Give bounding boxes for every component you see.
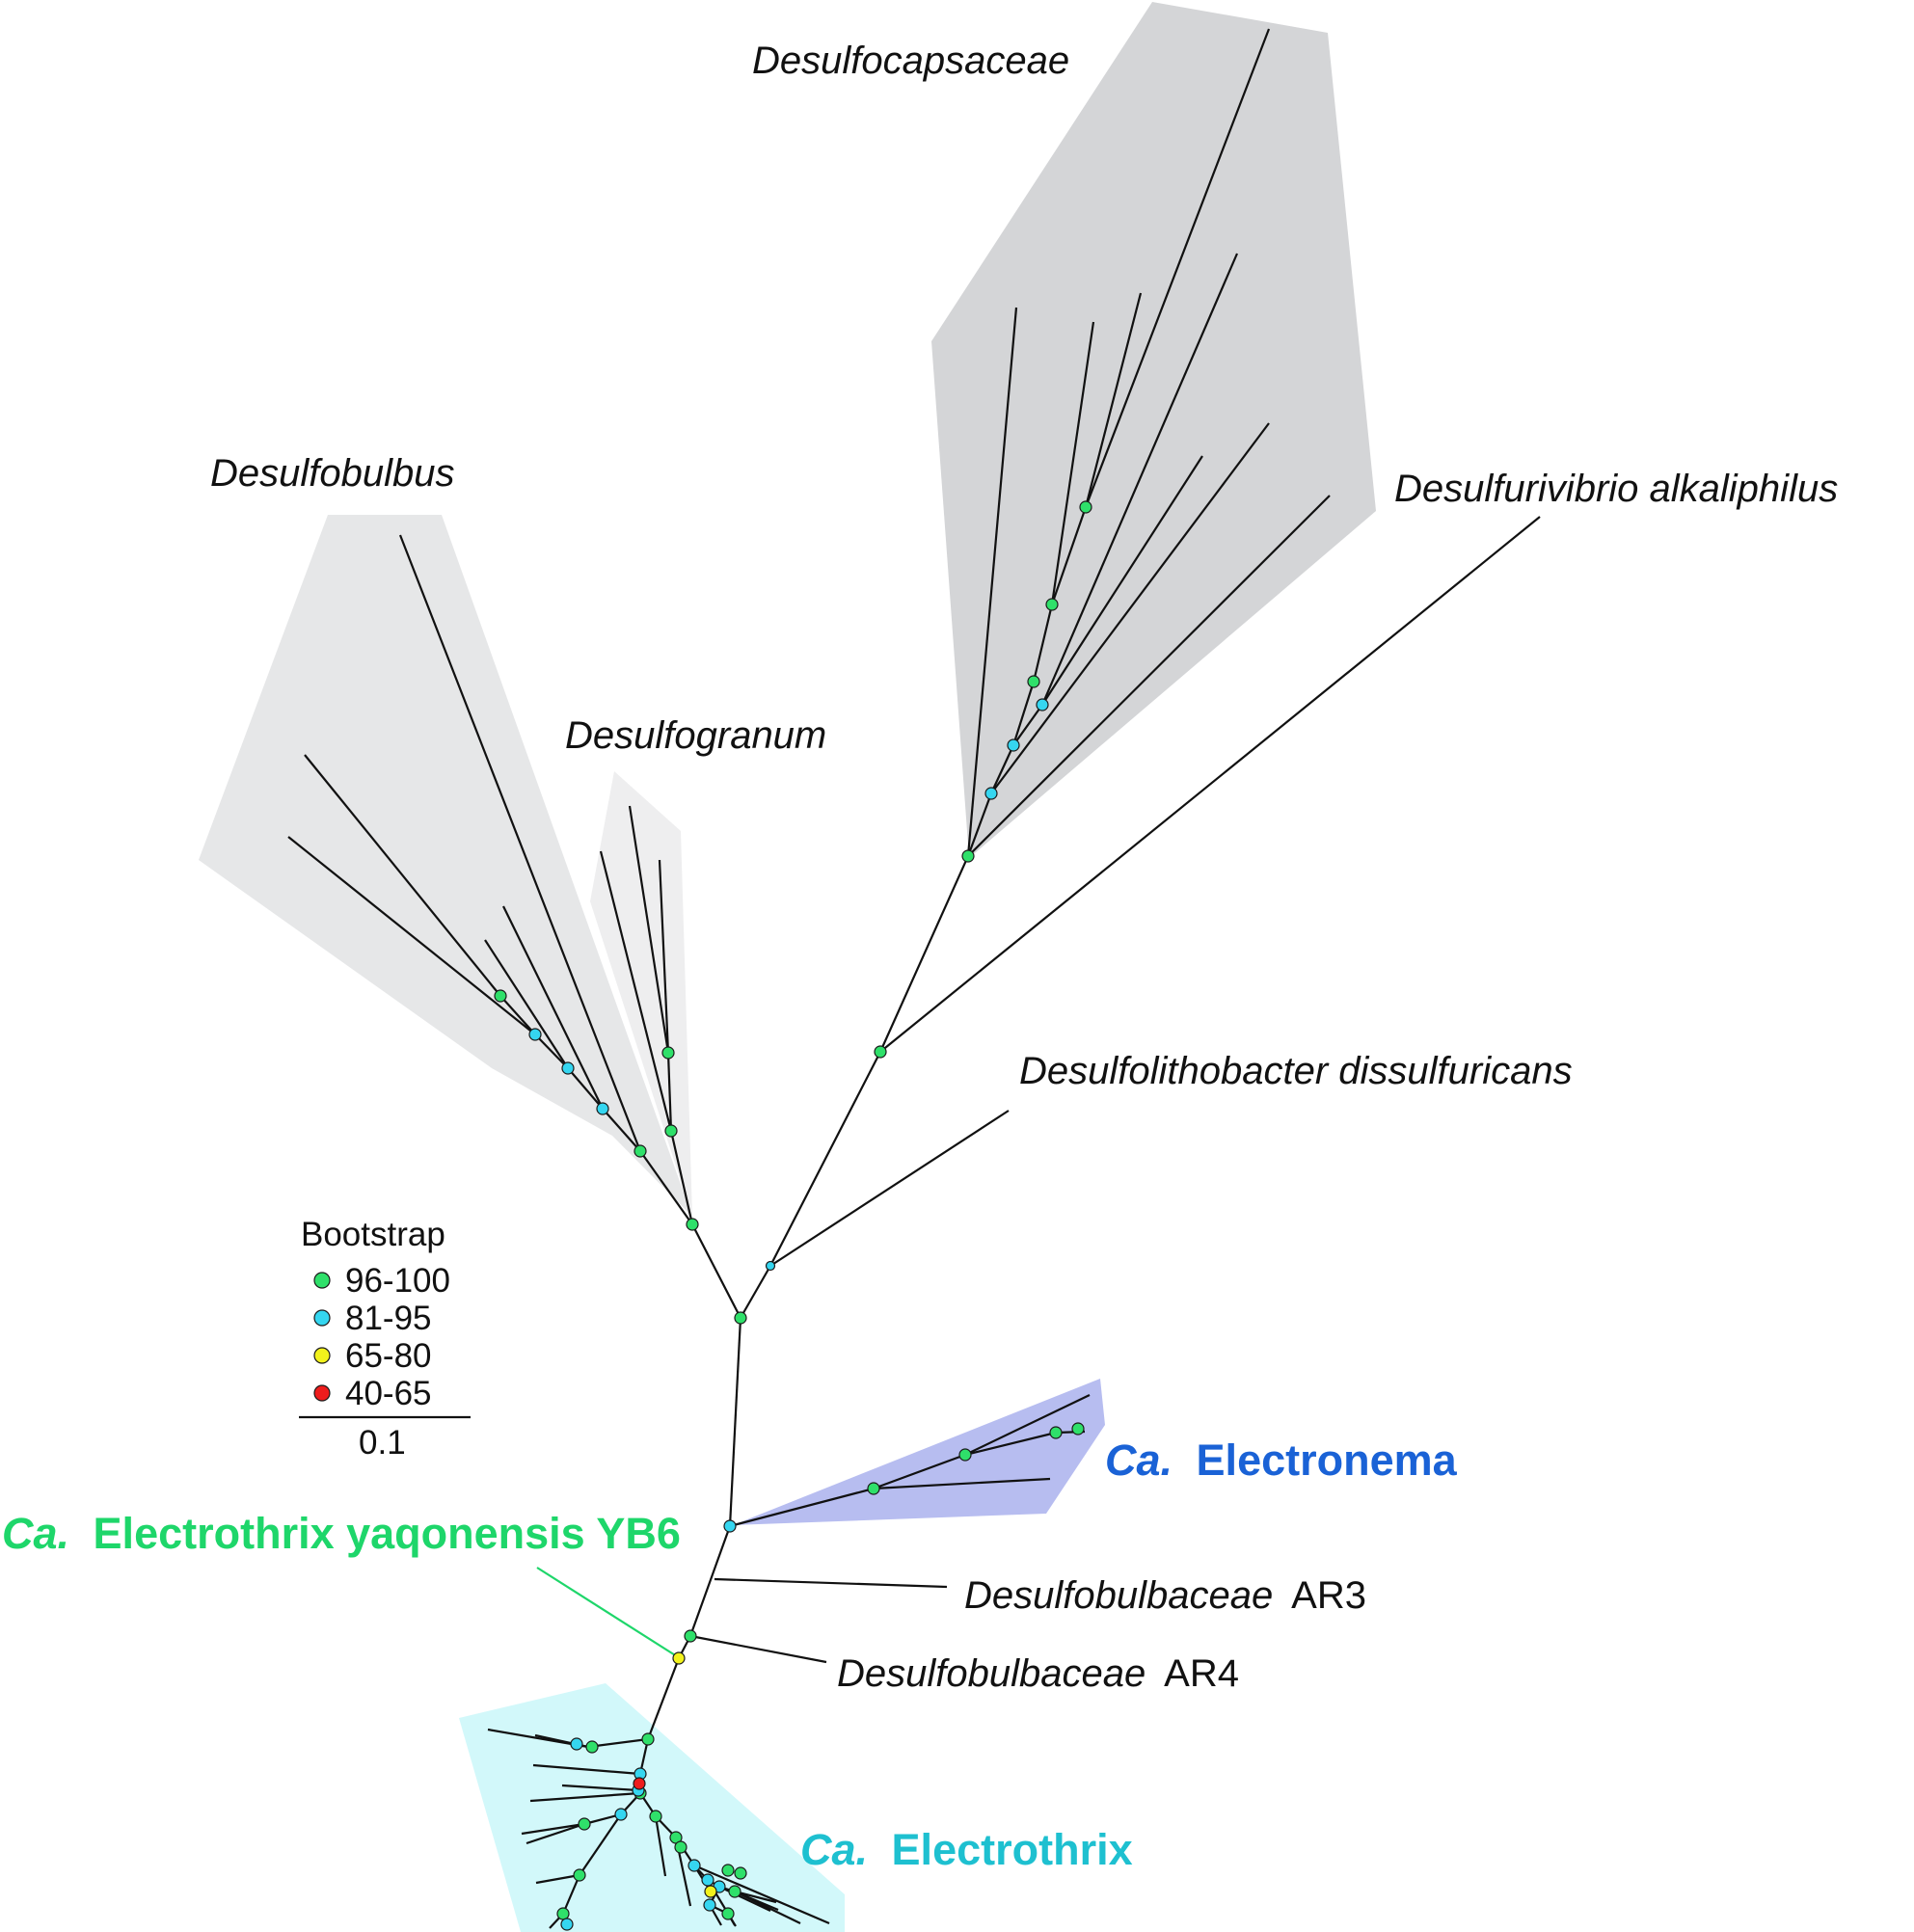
electronema-name: Electronema	[1197, 1436, 1458, 1485]
bootstrap-node	[1008, 739, 1019, 751]
branch	[690, 1526, 730, 1636]
bootstrap-node	[615, 1809, 627, 1820]
bootstrap-node	[586, 1741, 598, 1753]
bootstrap-node	[597, 1103, 608, 1114]
yb6-prefix: Ca.	[2, 1509, 69, 1558]
bootstrap-node	[1080, 501, 1092, 513]
branch	[770, 1111, 1009, 1266]
legend-label-40-65: 40-65	[345, 1375, 432, 1412]
bootstrap-node	[722, 1865, 734, 1876]
bootstrap-node	[574, 1869, 585, 1881]
bootstrap-node	[1050, 1427, 1062, 1438]
bootstrap-node	[767, 1262, 775, 1271]
bootstrap-node	[962, 850, 974, 862]
branch	[741, 1266, 770, 1318]
legend-swatch-65-80	[314, 1348, 330, 1363]
bootstrap-node	[675, 1841, 687, 1853]
clade-shading	[199, 2, 1376, 1932]
ar4-suffix: AR4	[1164, 1652, 1239, 1695]
bootstrap-node	[557, 1908, 569, 1919]
label-desulfurivibrio-alkaliphilus: Desulfurivibrio alkaliphilus	[1394, 468, 1838, 510]
electrothrix-prefix: Ca.	[800, 1825, 868, 1874]
bootstrap-node	[705, 1886, 716, 1897]
bootstrap-node	[642, 1733, 654, 1745]
bootstrap-node	[724, 1520, 736, 1532]
bootstrap-node	[868, 1483, 879, 1494]
branch	[770, 1052, 880, 1266]
electrothrix-shade	[459, 1683, 845, 1932]
branch	[714, 1579, 947, 1587]
bootstrap-node	[985, 788, 997, 799]
bootstrap-node	[685, 1630, 696, 1642]
label-electrothrix-yaqonensis-yb6: Ca. Electrothrix yaqonensis YB6	[2, 1509, 681, 1558]
branch	[880, 856, 968, 1052]
ar4-genus: Desulfobulbaceae	[837, 1652, 1146, 1695]
bootstrap-node	[650, 1811, 661, 1822]
bootstrap-node	[561, 1919, 573, 1930]
legend-swatch-81-95	[314, 1310, 330, 1326]
bootstrap-node	[495, 990, 506, 1002]
electronema-shade	[733, 1379, 1105, 1525]
yb6-pointer-line	[537, 1568, 680, 1658]
bootstrap-node	[735, 1312, 746, 1324]
branch	[648, 1658, 679, 1739]
branch	[692, 1224, 741, 1318]
electrothrix-name: Electrothrix	[892, 1825, 1133, 1874]
label-desulfobulbus: Desulfobulbus	[210, 452, 455, 495]
bootstrap-node	[875, 1046, 886, 1058]
legend-title: Bootstrap	[301, 1216, 445, 1253]
branch	[730, 1318, 741, 1526]
branch	[690, 1636, 826, 1662]
scale-bar-label: 0.1	[359, 1424, 406, 1462]
label-electronema: Ca. Electronema	[1105, 1436, 1458, 1485]
bootstrap-node	[702, 1874, 714, 1886]
yb6-name: Electrothrix yaqonensis YB6	[94, 1509, 681, 1558]
label-desulfobulbaceae-ar3: Desulfobulbaceae AR3	[964, 1574, 1366, 1617]
bootstrap-node	[673, 1652, 685, 1664]
ar3-suffix: AR3	[1291, 1574, 1366, 1617]
label-desulfobulbaceae-ar4: Desulfobulbaceae AR4	[837, 1652, 1239, 1695]
electronema-prefix: Ca.	[1105, 1436, 1173, 1485]
label-desulfocapsaceae: Desulfocapsaceae	[752, 40, 1069, 82]
desulfocapsaceae-shade	[931, 2, 1376, 858]
bootstrap-node	[704, 1899, 715, 1911]
bootstrap-node	[729, 1886, 741, 1897]
bootstrap-node	[1028, 676, 1039, 687]
bootstrap-node	[665, 1125, 677, 1137]
legend-label-96-100: 96-100	[345, 1262, 450, 1300]
label-electrothrix: Ca. Electrothrix	[800, 1825, 1133, 1874]
bootstrap-node	[579, 1818, 590, 1830]
clade-labels: Desulfocapsaceae Desulfobulbus Desulfogr…	[2, 40, 1838, 1874]
legend-swatch-40-65	[314, 1385, 330, 1401]
legend-swatch-96-100	[314, 1273, 330, 1288]
bootstrap-node	[722, 1908, 734, 1919]
bootstrap-node	[1037, 699, 1048, 711]
bootstrap-node	[688, 1860, 700, 1871]
bootstrap-node	[687, 1219, 698, 1230]
nodes-40-65	[634, 1778, 645, 1789]
bootstrap-node	[1046, 599, 1058, 610]
legend-label-65-80: 65-80	[345, 1337, 432, 1375]
bootstrap-node	[662, 1047, 674, 1059]
bootstrap-node	[735, 1867, 746, 1879]
legend-label-81-95: 81-95	[345, 1300, 432, 1337]
bootstrap-legend: Bootstrap 96-100 81-95 65-80 40-65 0.1	[299, 1216, 471, 1462]
bootstrap-node	[634, 1778, 645, 1789]
bootstrap-node	[959, 1449, 971, 1461]
label-desulfogranum: Desulfogranum	[565, 714, 826, 757]
ar3-genus: Desulfobulbaceae	[964, 1574, 1273, 1617]
bootstrap-node	[571, 1738, 582, 1750]
bootstrap-node	[562, 1062, 574, 1074]
bootstrap-node	[634, 1145, 646, 1157]
label-desulfolithobacter-dissulfuricans: Desulfolithobacter dissulfuricans	[1019, 1050, 1573, 1092]
bootstrap-node	[529, 1029, 541, 1040]
bootstrap-node	[1072, 1423, 1084, 1435]
